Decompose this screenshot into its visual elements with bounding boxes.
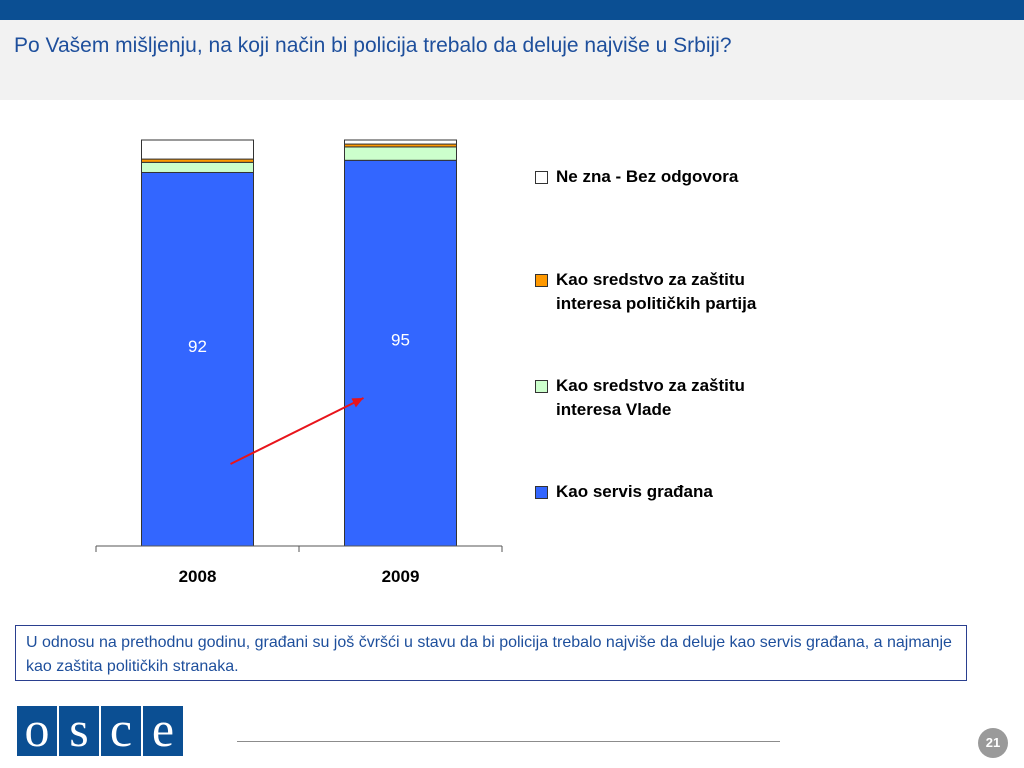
legend-label: Ne zna - Bez odgovora	[556, 167, 739, 186]
page-number-badge: 21	[978, 728, 1008, 758]
legend-swatch	[535, 380, 548, 393]
bar-segment	[141, 161, 254, 173]
osce-logo: o s c e	[17, 704, 183, 756]
bar-segment	[141, 171, 254, 547]
bar-segment	[141, 139, 254, 160]
logo-letter: e	[143, 704, 183, 756]
x-tick-label: 2008	[179, 567, 217, 586]
logo-letter: c	[101, 704, 141, 756]
legend-label: Kao sredstvo za zaštitu interesa Vlade	[556, 376, 745, 419]
summary-note: U odnosu na prethodnu godinu, građani su…	[15, 625, 967, 681]
header-band	[0, 20, 1024, 100]
x-tick-label: 2009	[382, 567, 420, 586]
logo-letter: o	[17, 704, 57, 756]
top-bar	[0, 0, 1024, 20]
stacked-bar-chart: 92 2008 95 2009	[95, 139, 503, 586]
legend-swatch	[535, 486, 548, 499]
data-label: 95	[391, 330, 410, 349]
legend-item: Kao sredstvo za zaštitu interesa Vlade	[535, 374, 796, 422]
legend-item: Kao sredstvo za zaštitu interesa politič…	[535, 268, 796, 316]
bar-segment	[344, 159, 457, 547]
legend-item: Kao servis građana	[535, 480, 796, 504]
legend-swatch	[535, 171, 548, 184]
trend-arrow-line	[230, 397, 364, 465]
legend-swatch	[535, 274, 548, 287]
page-title: Po Vašem mišljenju, na koji način bi pol…	[14, 34, 732, 57]
bar-segment	[344, 139, 457, 145]
bar-segment	[344, 146, 457, 161]
footer-divider	[237, 741, 780, 742]
legend-label: Kao sredstvo za zaštitu interesa politič…	[556, 270, 757, 313]
trend-arrow-head	[351, 398, 364, 408]
legend-item: Ne zna - Bez odgovora	[535, 165, 796, 189]
legend-label: Kao servis građana	[556, 482, 713, 501]
data-label: 92	[188, 337, 207, 356]
logo-letter: s	[59, 704, 99, 756]
